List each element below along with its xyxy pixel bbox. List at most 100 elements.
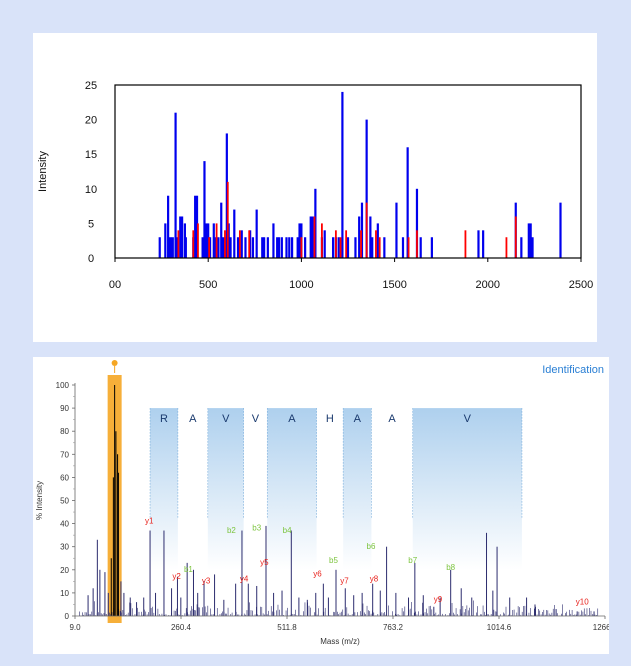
x-tick-label: 260.4	[171, 623, 192, 632]
blue-bar-26	[225, 133, 228, 258]
y-tick-label: 0	[88, 253, 94, 265]
y-tick-label: 100	[56, 381, 70, 390]
x-axis-label: Mass (m/z)	[320, 637, 360, 646]
blue-bar-71	[415, 188, 419, 258]
red-bar-20	[416, 230, 418, 258]
blue-bar-69	[401, 237, 405, 258]
blue-bar-13	[194, 195, 197, 258]
x-tick-label: 1266.0	[593, 623, 609, 632]
y-tick-label: 60	[60, 473, 69, 482]
ion-label-b6: b6	[367, 542, 376, 551]
y-tick-label: 40	[60, 520, 69, 529]
red-bar-1	[192, 230, 195, 258]
ion-label-y8: y8	[370, 574, 379, 583]
x-tick-label: 9.0	[69, 623, 81, 632]
x-tick-label: 1000	[289, 279, 313, 291]
ion-label-y10: y10	[576, 597, 589, 606]
red-bar-0	[177, 230, 180, 258]
blue-bar-52	[314, 188, 317, 258]
blue-bar-46	[296, 237, 299, 258]
x-tick-label: 2500	[569, 279, 593, 291]
x-tick-label: 00	[109, 279, 121, 291]
y-tick-label: 80	[60, 427, 69, 436]
y-tick-label: 10	[60, 589, 69, 598]
red-bar-10	[313, 216, 316, 258]
blue-bar-27	[227, 223, 230, 258]
blue-bar-33	[249, 230, 252, 258]
blue-bar-80	[531, 237, 534, 258]
blue-bar-18	[207, 223, 210, 258]
red-bar-12	[334, 230, 337, 258]
y-tick-label: 5	[88, 218, 94, 230]
blue-bar-60	[354, 237, 357, 258]
ion-label-b7: b7	[408, 556, 417, 565]
blue-bar-50	[309, 216, 312, 258]
blue-bar-24	[222, 237, 225, 258]
blue-bar-34	[251, 237, 255, 258]
ion-label-b3: b3	[252, 524, 261, 533]
blue-bar-20	[212, 223, 215, 258]
red-bar-11	[321, 223, 323, 258]
blue-bar-11	[184, 237, 187, 258]
residue-band-6	[343, 408, 372, 570]
blue-bar-68	[395, 202, 398, 258]
blue-bar-6	[174, 112, 177, 259]
x-tick-label: 511.8	[277, 623, 297, 632]
y-tick-label: 20	[85, 115, 97, 127]
blue-bar-3	[167, 237, 171, 258]
blue-bar-63	[365, 119, 368, 258]
blue-bar-37	[263, 237, 266, 258]
blue-bar-57	[337, 237, 340, 258]
blue-bar-77	[520, 237, 523, 258]
ion-label-y6: y6	[313, 570, 322, 579]
blue-bar-31	[240, 230, 243, 258]
x-tick-label: 2000	[476, 279, 500, 291]
residue-label-0: R	[160, 413, 168, 425]
blue-bar-9	[181, 216, 184, 258]
blue-bar-32	[244, 237, 247, 258]
ion-label-b2: b2	[227, 526, 236, 535]
residue-label-6: A	[354, 413, 362, 425]
blue-bar-43	[285, 237, 288, 258]
blue-bar-8	[179, 216, 182, 258]
intensity-chart: 00 500 1000 1500 2000 2500 0 5 10 15 20 25 Intensity	[37, 80, 593, 291]
red-bar-13	[339, 237, 342, 258]
red-bar-14	[345, 230, 348, 258]
blue-bar-0	[158, 237, 161, 258]
ion-label-b8: b8	[446, 563, 455, 572]
blue-bar-49	[304, 237, 307, 258]
y-tick-label: 15	[85, 149, 97, 161]
blue-bar-45	[290, 237, 294, 258]
y-tick-label: 90	[60, 404, 69, 413]
blue-bar-78	[527, 223, 530, 258]
blue-bar-66	[376, 223, 379, 258]
blue-bar-4	[169, 237, 173, 258]
y-tick-label: 50	[60, 497, 69, 506]
blue-bar-29	[233, 209, 236, 258]
blue-bar-62	[360, 202, 364, 258]
blue-bar-72	[419, 237, 422, 258]
blue-bar-58	[341, 91, 344, 258]
blue-bar-30	[236, 237, 240, 258]
residue-label-3: V	[252, 413, 260, 425]
blue-bar-55	[331, 237, 335, 258]
red-bar-7	[238, 230, 241, 258]
blue-bar-19	[208, 237, 212, 258]
blue-bar-42	[280, 237, 283, 258]
red-bar-17	[375, 230, 377, 258]
chart-title: Identification	[542, 364, 604, 376]
blue-bar-75	[482, 230, 485, 258]
y-tick-label: 10	[85, 184, 97, 196]
blue-bar-14	[195, 195, 199, 258]
red-bar-21	[464, 230, 467, 258]
residue-label-7: A	[388, 413, 396, 425]
red-bar-4	[215, 223, 218, 258]
blue-bar-5	[171, 237, 174, 258]
highlight-marker	[111, 360, 118, 366]
blue-bar-41	[277, 237, 281, 258]
y-axis-label: Intensity	[37, 151, 49, 192]
ion-label-b5: b5	[329, 556, 338, 565]
x-tick-label: 1500	[382, 279, 406, 291]
